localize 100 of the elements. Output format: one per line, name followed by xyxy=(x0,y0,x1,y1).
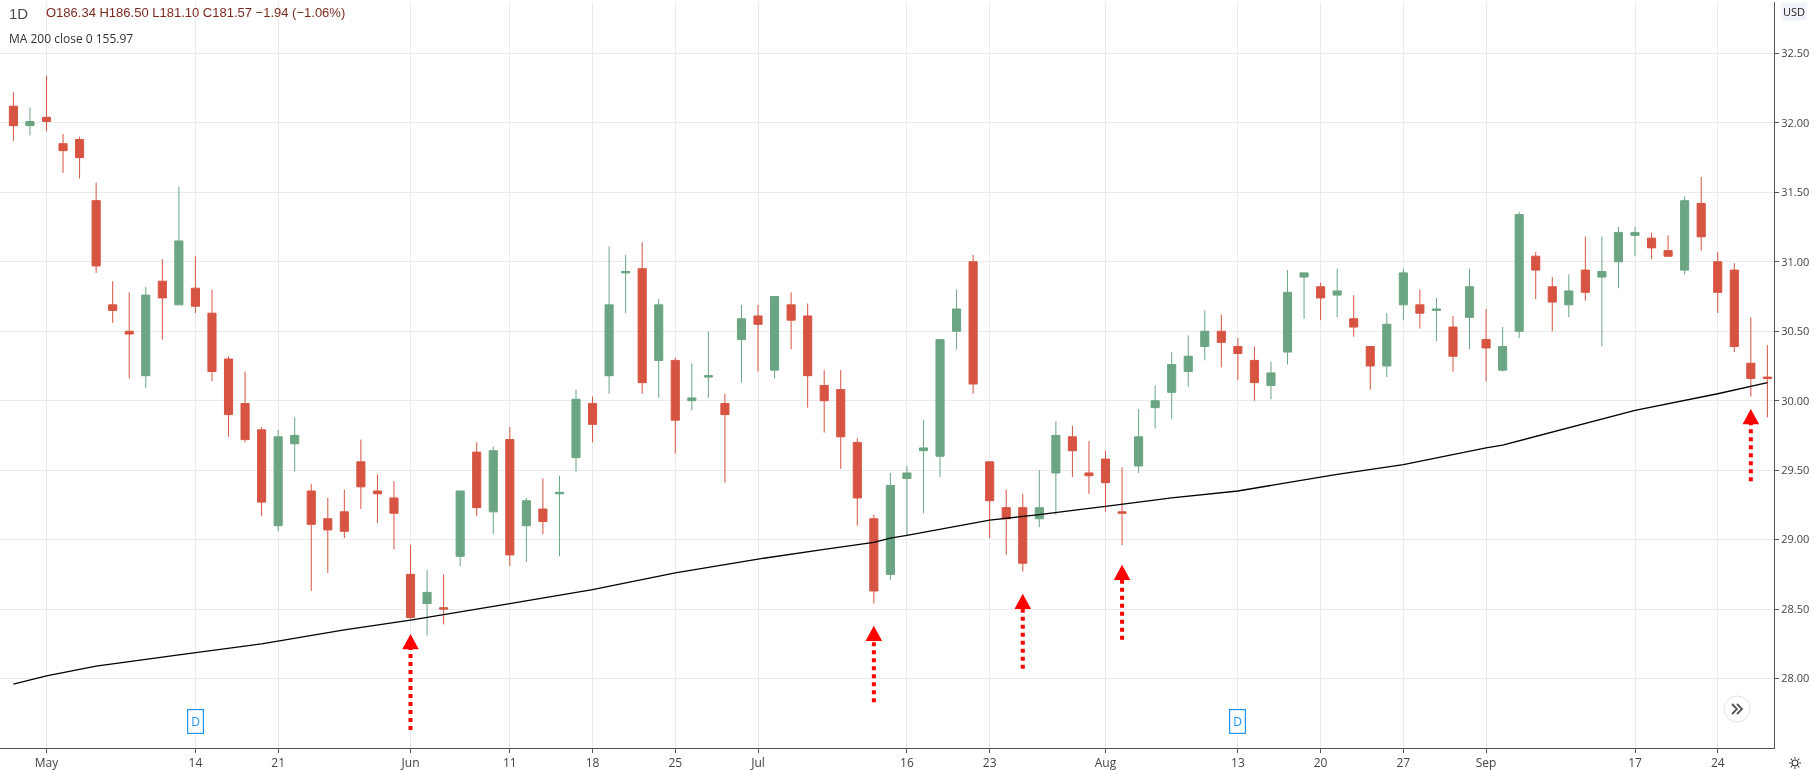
candlestick xyxy=(91,182,101,274)
candlestick xyxy=(1299,272,1309,320)
candlestick xyxy=(25,107,35,136)
x-tick-label: 25 xyxy=(668,754,683,770)
x-tick-label: 24 xyxy=(1710,754,1725,770)
candlestick xyxy=(554,475,565,557)
candlestick xyxy=(1431,297,1441,342)
candlestick xyxy=(1365,346,1375,391)
candlestick xyxy=(1349,294,1359,338)
candlestick xyxy=(422,569,432,636)
candlestick xyxy=(869,514,879,605)
candlestick xyxy=(1663,234,1673,257)
candlestick xyxy=(703,330,713,399)
candlestick xyxy=(306,483,316,592)
candlestick xyxy=(1464,268,1475,350)
chart-subtitle: O186.34 H186.50 L181.10 C181.57 −1.94 (−1.06%) xyxy=(46,5,346,20)
x-tick-label: 11 xyxy=(502,754,517,770)
candlestick xyxy=(836,369,846,470)
candlestick xyxy=(902,465,912,536)
candlestick xyxy=(1233,337,1243,381)
candlestick xyxy=(1382,312,1392,378)
candlestick xyxy=(1630,226,1640,257)
candlestick xyxy=(1729,262,1739,353)
candlestick xyxy=(1183,334,1193,388)
candlestick xyxy=(1498,326,1508,373)
candlestick xyxy=(323,497,333,574)
chart-title: 1D xyxy=(9,5,29,22)
candlestick xyxy=(621,254,631,314)
candlestick xyxy=(1167,351,1177,420)
candlestick xyxy=(1613,226,1624,289)
candlestick xyxy=(786,291,796,350)
candlestick xyxy=(273,429,283,532)
candlestick xyxy=(356,439,366,510)
candlestick xyxy=(1001,489,1011,556)
candlestick xyxy=(1514,211,1524,339)
candlestick xyxy=(190,255,200,314)
candlestick xyxy=(637,241,647,395)
candlestick xyxy=(174,186,184,306)
candlestick xyxy=(1100,450,1111,513)
candlestick xyxy=(405,544,416,620)
x-tick-label: 16 xyxy=(900,754,914,770)
candlestick xyxy=(8,91,18,142)
y-tick-label: 32.00 xyxy=(1781,114,1810,130)
candlestick xyxy=(240,371,250,443)
candlestick xyxy=(1282,269,1293,366)
candlestick xyxy=(58,133,68,174)
candlestick xyxy=(505,426,515,567)
y-tick-label: 29.50 xyxy=(1781,462,1810,478)
candlestick xyxy=(1067,425,1077,478)
candlestick xyxy=(852,437,862,527)
candlestick xyxy=(571,389,581,473)
candlestick xyxy=(1051,421,1061,516)
candlestick xyxy=(604,246,614,395)
candlestick xyxy=(1531,251,1541,300)
candlestick xyxy=(1034,469,1044,528)
candlestick xyxy=(1084,440,1094,495)
annotation: MA 200 close 0 155.97 xyxy=(9,30,134,47)
candlestick xyxy=(1018,493,1028,573)
y-tick-label: 30.00 xyxy=(1781,392,1810,408)
candlestick xyxy=(290,416,300,473)
candlestick xyxy=(670,357,680,454)
candlestick xyxy=(1200,309,1210,361)
candlestick xyxy=(124,291,134,379)
candlestick xyxy=(108,280,118,324)
x-tick-label: 27 xyxy=(1396,754,1411,770)
line-series xyxy=(12,381,1769,685)
candlestick xyxy=(75,136,85,179)
candlestick xyxy=(1481,308,1491,382)
candlestick xyxy=(1580,236,1590,302)
candlestick xyxy=(918,419,929,514)
candlestick xyxy=(1249,346,1259,402)
y-tick-label: 32.50 xyxy=(1781,45,1810,61)
x-tick-label: Sep xyxy=(1475,754,1497,770)
x-tick-label: Jun xyxy=(400,754,420,770)
x-tick-label: 17 xyxy=(1628,754,1642,770)
y-tick-label: 28.00 xyxy=(1781,670,1810,686)
candlestick xyxy=(1448,315,1458,373)
candlestick xyxy=(654,298,664,399)
candlestick xyxy=(1266,361,1276,400)
candlestick xyxy=(455,490,465,567)
candlestick xyxy=(1680,195,1690,275)
y-tick-label: 29.00 xyxy=(1781,531,1810,547)
candlestick xyxy=(439,573,449,625)
candlestick xyxy=(389,480,399,550)
x-tick-label: 21 xyxy=(271,754,286,770)
candlestick xyxy=(141,286,151,389)
candlestick xyxy=(1117,466,1127,546)
annotation: D xyxy=(1233,713,1242,731)
y-tick-label: 31.50 xyxy=(1781,184,1810,200)
candlestick xyxy=(1647,232,1657,260)
candlestick xyxy=(687,362,697,411)
candlestick xyxy=(538,478,548,535)
x-tick-label: Aug xyxy=(1094,754,1117,770)
candlestick xyxy=(587,396,598,443)
candlestick xyxy=(1316,282,1326,321)
candlestick xyxy=(753,304,763,373)
candlestick xyxy=(257,426,267,517)
candlestick xyxy=(770,296,780,379)
candlestick xyxy=(207,289,217,382)
candlestick xyxy=(1564,273,1574,318)
